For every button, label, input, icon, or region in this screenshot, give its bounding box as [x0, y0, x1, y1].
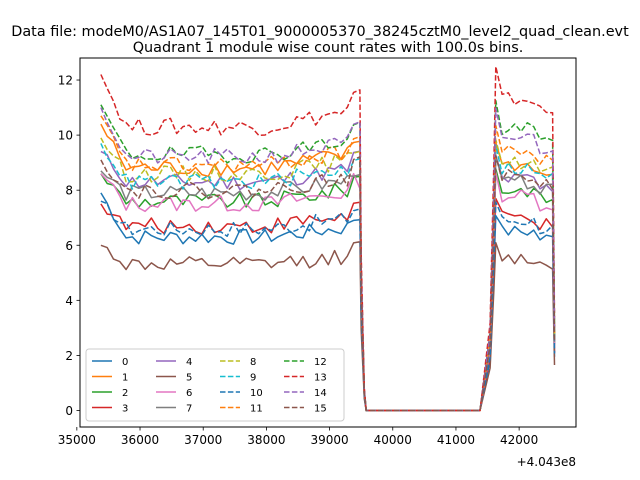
y-tick-label: 0: [65, 404, 73, 418]
legend-label-4: 4: [186, 357, 192, 368]
legend-label-9: 9: [250, 373, 256, 384]
legend-label-12: 12: [314, 357, 327, 368]
x-axis-offset-label: +4.043e8: [517, 455, 576, 469]
series-line-15: [100, 154, 556, 412]
plot-area: [79, 57, 577, 428]
y-tick-label: 2: [65, 349, 73, 363]
legend-label-14: 14: [314, 388, 327, 399]
y-tick-label: 8: [65, 184, 73, 198]
legend-frame: [85, 348, 345, 422]
series-layer: [100, 65, 556, 412]
legend-label-7: 7: [186, 404, 192, 415]
x-tick-label: 37000: [184, 433, 222, 447]
x-tick-label: 40000: [374, 433, 412, 447]
y-tick-label: 4: [65, 294, 73, 308]
x-tick-label: 41000: [437, 433, 475, 447]
y-axis: 0 2 4 6 8 10 12: [58, 74, 80, 418]
y-tick-label: 12: [58, 74, 73, 88]
legend-label-13: 13: [314, 373, 327, 384]
series-line-14: [100, 107, 556, 412]
x-tick-label: 35000: [58, 433, 96, 447]
x-tick-label: 39000: [310, 433, 348, 447]
series-line-5: [100, 241, 556, 412]
legend-label-11: 11: [250, 404, 263, 415]
x-tick-label: 38000: [247, 433, 285, 447]
x-axis: 35000 36000 37000 38000 39000 40000 41000 42000: [58, 427, 538, 447]
legend-label-2: 2: [122, 388, 128, 399]
legend-label-1: 1: [122, 373, 128, 384]
legend-label-10: 10: [250, 388, 263, 399]
x-tick-label: 42000: [500, 433, 538, 447]
axes-frame: [79, 57, 577, 428]
chart-title: Quadrant 1 module wise count rates with …: [133, 40, 524, 56]
legend-label-0: 0: [122, 357, 128, 368]
x-tick-label: 36000: [121, 433, 159, 447]
series-line-10: [100, 200, 556, 412]
legend-label-15: 15: [314, 404, 327, 415]
legend-label-5: 5: [186, 373, 192, 384]
y-tick-label: 6: [65, 239, 73, 253]
legend-label-6: 6: [186, 388, 192, 399]
series-line-11: [100, 115, 556, 412]
legend-label-8: 8: [250, 357, 256, 368]
y-tick-label: 10: [58, 129, 73, 143]
figure-suptitle: Data file: modeM0/AS1A07_145T01_90000053…: [11, 24, 629, 40]
legend-label-3: 3: [122, 404, 128, 415]
